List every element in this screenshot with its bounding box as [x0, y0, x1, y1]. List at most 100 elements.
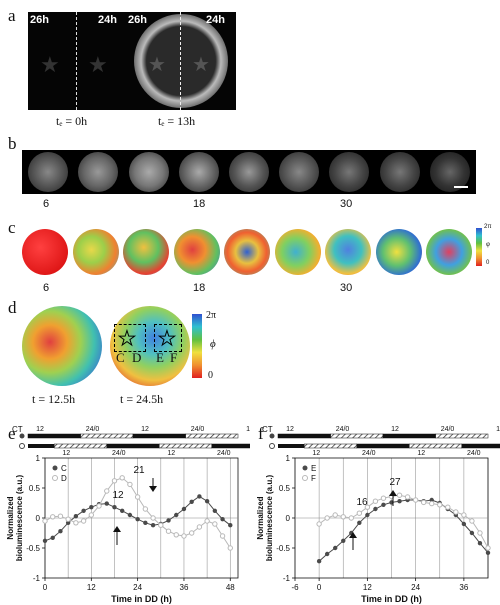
data-point-D [142, 506, 149, 512]
y-tick-label: 0.5 [279, 484, 291, 493]
star-outline-icon: ★ [158, 328, 177, 351]
ct-tick: 12 [286, 426, 294, 433]
data-point-F [404, 494, 411, 500]
data-point-C [81, 508, 86, 513]
legend-marker [52, 465, 58, 471]
data-point-C [228, 523, 233, 528]
data-point-D [150, 515, 156, 521]
data-point-C [174, 512, 179, 518]
frame [325, 150, 373, 194]
data-point-C [65, 520, 71, 525]
data-point-C [181, 506, 187, 512]
ct-bar-segment [80, 433, 134, 439]
frame [225, 150, 273, 194]
ct-tick: 24/0 [467, 450, 481, 457]
ct-bar-segment [461, 443, 500, 449]
legend-label: F [311, 474, 316, 483]
data-point-F [429, 500, 435, 507]
panel-e-letter: e [8, 424, 16, 443]
region-C: C [116, 350, 125, 365]
ct-bar-segment [159, 443, 212, 449]
roi-box-ef [154, 324, 182, 352]
data-point-F [485, 545, 491, 551]
phase-map [173, 229, 220, 275]
tag-26h: 26h [30, 14, 49, 26]
phase-map [426, 229, 472, 275]
ct-bar-segment [27, 433, 81, 439]
phase-map [375, 229, 422, 275]
data-point-D [111, 478, 118, 484]
y-axis-label-line: Normalized [6, 496, 15, 539]
data-point-C [166, 518, 171, 523]
ct-tick: 12 [417, 450, 425, 457]
data-point-C [135, 517, 140, 522]
data-point-C [73, 514, 79, 519]
data-point-F [356, 510, 363, 516]
phase-map [274, 229, 321, 275]
data-point-E [357, 520, 362, 525]
data-point-D [227, 545, 233, 551]
annotation-label: 27 [389, 477, 401, 488]
ct-tick: 24/0 [191, 426, 205, 433]
data-point-F [469, 518, 475, 524]
image-a-left: ★ ★ 26h 24h [28, 12, 126, 110]
panel-d-letter: d [8, 298, 17, 317]
frame [275, 150, 323, 194]
data-point-E [429, 497, 434, 503]
data-point-F [477, 530, 483, 536]
tag-24h: 24h [98, 14, 117, 26]
data-point-F [316, 521, 322, 527]
annotation-label: 16 [356, 497, 368, 508]
data-point-D [42, 518, 48, 524]
star-outline-icon: ★ [118, 328, 137, 351]
data-point-C [204, 499, 210, 504]
legend-label: C [61, 464, 67, 473]
data-point-E [341, 538, 346, 543]
x-tick-label: 0 [317, 583, 322, 592]
star-icon: ★ [88, 52, 108, 77]
frame [74, 150, 122, 194]
tick-18: 18 [193, 282, 206, 294]
data-point-D [80, 518, 87, 524]
x-tick-label: 36 [459, 583, 468, 592]
phase-strip-c [22, 228, 472, 276]
caption-te13: tₑ = 13h [158, 114, 196, 128]
ct-bar-segment [356, 443, 410, 449]
data-point-F [372, 498, 379, 504]
annotation-arrowhead [389, 490, 397, 496]
image-strip-b [22, 150, 476, 194]
ct-marker-open [19, 443, 25, 449]
ct-marker-open [269, 443, 275, 449]
ct-bar-segment [304, 443, 357, 449]
ct-marker-filled [269, 433, 275, 439]
star-icon: ★ [40, 52, 60, 77]
legend-marker [302, 465, 308, 471]
data-point-D [50, 514, 56, 520]
data-point-D [204, 518, 210, 524]
data-point-E [469, 530, 475, 536]
star-icon: ★ [192, 54, 210, 76]
tick-6: 6 [43, 198, 50, 210]
ct-tick: 24/0 [336, 426, 350, 433]
ct-tick: 12 [141, 426, 149, 433]
annotation-label: 12 [112, 490, 124, 501]
data-point-F [340, 514, 346, 520]
y-tick-label: -0.5 [276, 544, 290, 553]
data-point-E [365, 512, 370, 518]
y-axis-label-line: Normalized [256, 496, 265, 539]
roi-box-cd [114, 324, 146, 352]
ct-tick: 24/0 [217, 450, 231, 457]
data-point-D [219, 533, 226, 539]
cbar-c-mid: φ [486, 242, 490, 248]
tick-6: 6 [43, 282, 50, 294]
legend-label: E [311, 464, 316, 473]
data-point-F [396, 492, 403, 498]
data-point-D [173, 532, 179, 538]
data-point-D [119, 475, 125, 481]
ct-bar-segment [185, 433, 239, 439]
ct-tick: 12 [391, 426, 399, 433]
ct-bar-segment [409, 443, 462, 449]
x-tick-label: 12 [87, 583, 96, 592]
data-point-E [373, 506, 378, 512]
colorbar-c [476, 228, 482, 266]
